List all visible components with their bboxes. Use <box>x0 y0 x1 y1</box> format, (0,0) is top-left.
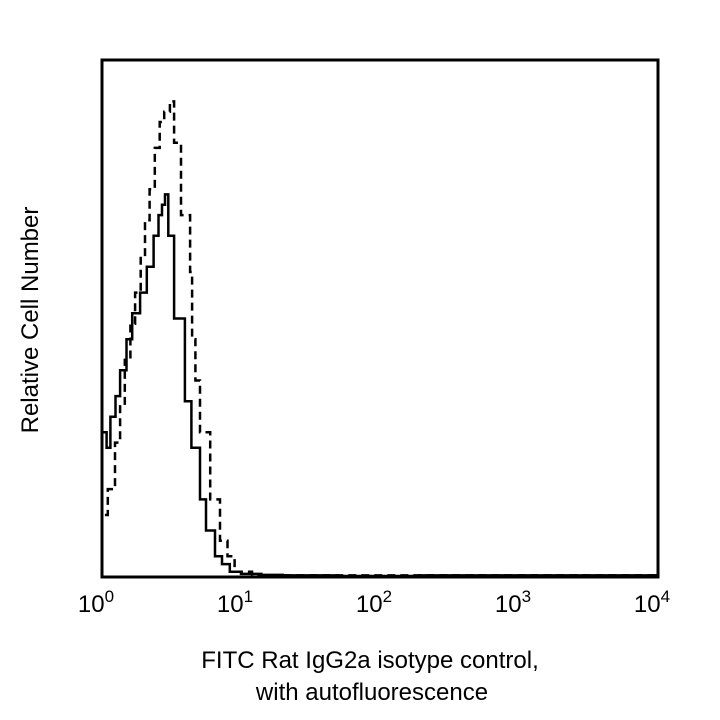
y-axis-label: Relative Cell Number <box>17 207 44 434</box>
x-tick-label: 103 <box>495 587 531 618</box>
x-axis-label-line2: with autofluorescence <box>255 679 488 706</box>
x-tick-label: 102 <box>356 587 392 618</box>
x-tick-label: 100 <box>78 587 114 618</box>
x-axis-label-line1: FITC Rat IgG2a isotype control, <box>201 647 538 674</box>
x-tick-label: 104 <box>634 587 670 618</box>
x-tick-label: 101 <box>217 587 253 618</box>
series-line-solid <box>102 193 660 578</box>
series-line-dashed <box>104 100 660 577</box>
